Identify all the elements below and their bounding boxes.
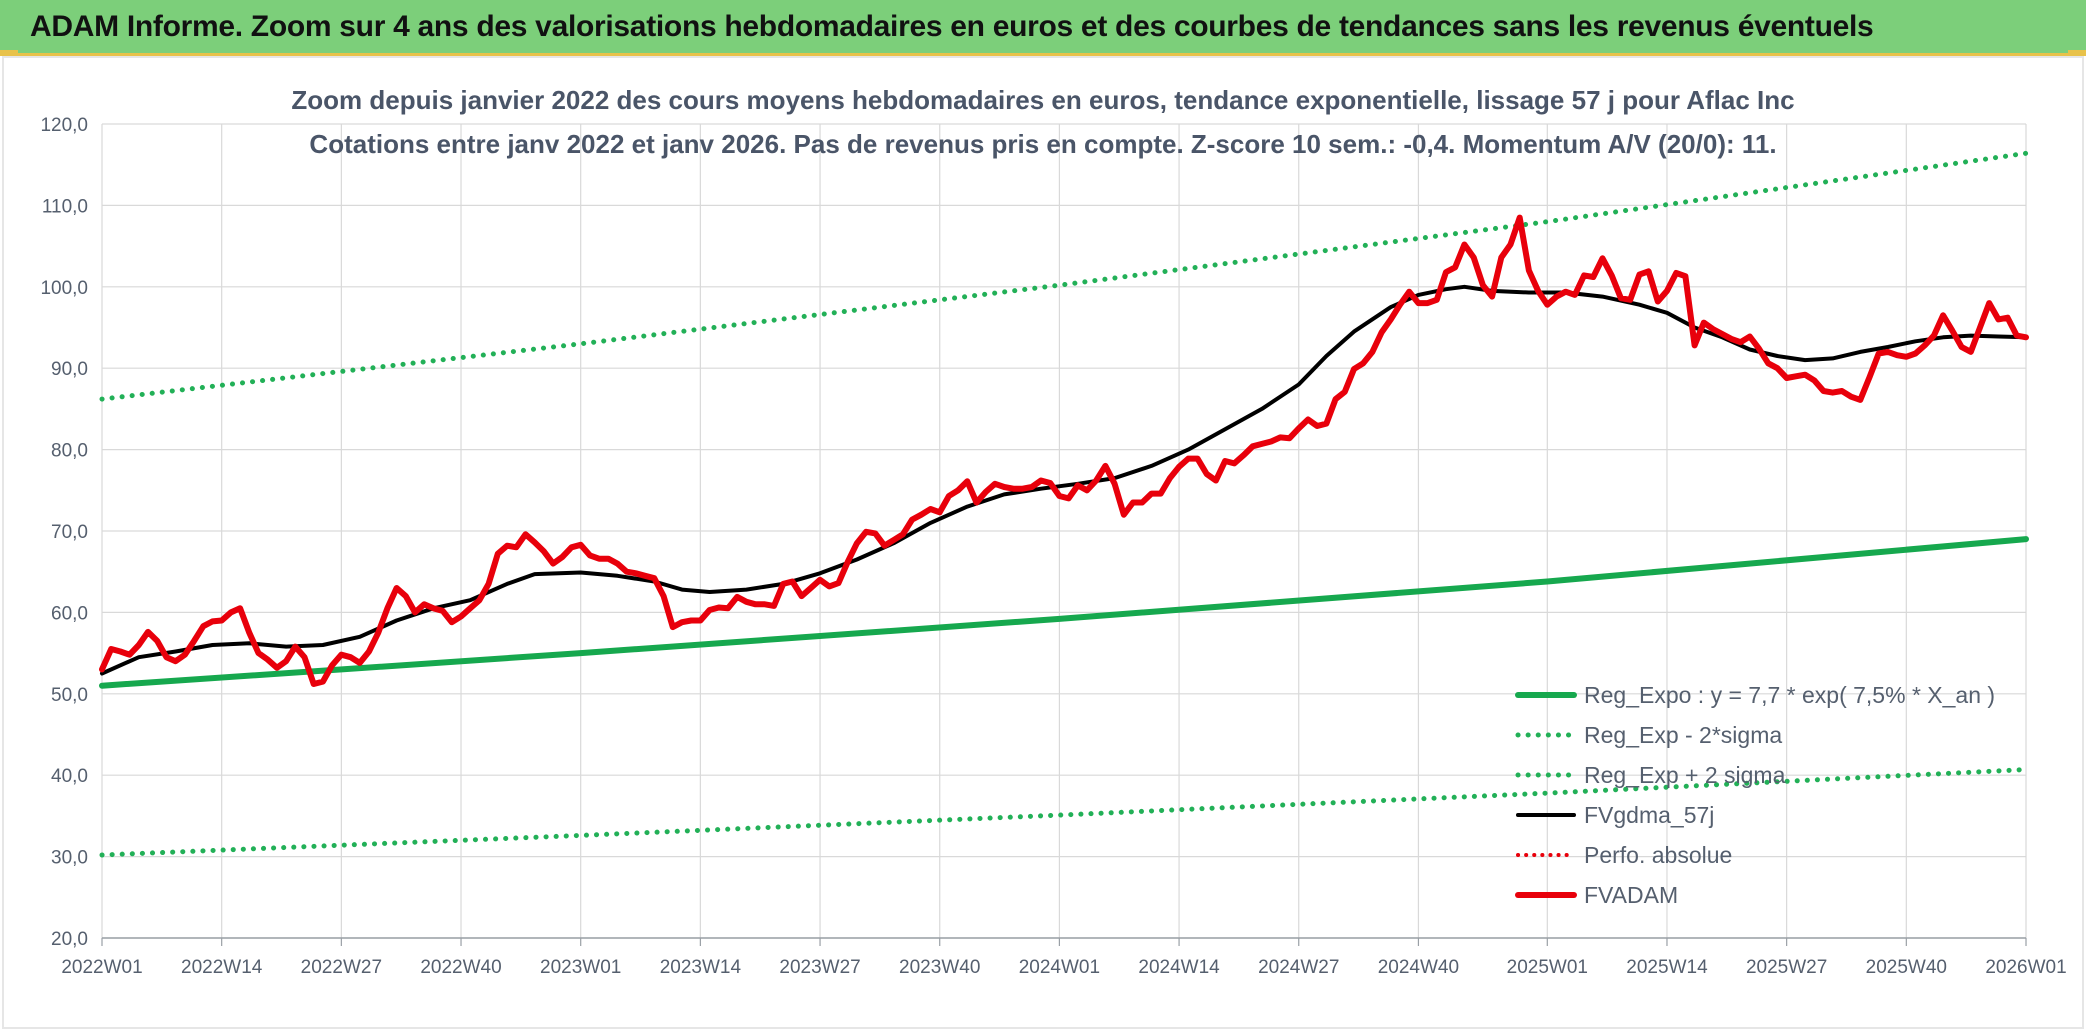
y-tick-label: 40,0 [51,766,88,787]
chart-legend: Reg_Expo : y = 7,7 * exp( 7,5% * X_an ) R… [1515,682,1995,908]
banner-title: ADAM Informe. Zoom sur 4 ans des valoris… [30,10,1874,43]
chart-series [99,150,2029,858]
series-line-reg-exp-plus-2sigma [99,150,2029,402]
x-tick-label: 2022W40 [420,957,501,978]
x-tick-label: 2022W14 [181,957,263,978]
y-tick-label: 110,0 [42,196,88,217]
legend-label-reg-exp-minus-2sigma: Reg_Exp - 2*sigma [1584,722,1782,748]
series-line-fvgdma-57j [100,284,2028,676]
x-tick-label: 2022W01 [61,957,142,978]
banner-accent-left [0,50,18,56]
x-tick-label: 2023W14 [660,957,742,978]
y-tick-label: 80,0 [51,441,88,462]
series-line-reg-expo [99,536,2029,689]
series-line-reg-exp-minus-2sigma [99,767,2029,858]
y-tick-label: 30,0 [51,848,88,869]
y-tick-label: 100,0 [40,278,88,299]
x-tick-label: 2024W14 [1138,957,1220,978]
y-tick-label: 50,0 [51,685,88,706]
y-tick-label: 120,0 [40,115,88,136]
x-axis-labels: 2022W01 2022W14 2022W27 2022W40 2023W01 2023W… [61,957,2066,978]
x-tick-label: 2024W27 [1258,957,1339,978]
chart-grid [101,123,2027,946]
legend-label-reg-expo: Reg_Expo : y = 7,7 * exp( 7,5% * X_an ) [1584,682,1995,708]
legend-label-reg-exp-plus-2sigma: Reg_Exp + 2 sigma [1584,762,1786,788]
x-tick-label: 2023W01 [540,957,621,978]
x-tick-label: 2026W01 [1985,957,2066,978]
x-tick-label: 2024W40 [1378,957,1459,978]
y-axis-labels: 120,0 110,0 100,0 90,0 80,0 70,0 60,0 50,0 40,0 3… [40,115,88,950]
x-tick-label: 2023W27 [779,957,860,978]
x-tick-label: 2025W27 [1746,957,1827,978]
series-line-fvadam [99,214,2029,687]
y-tick-label: 20,0 [51,929,88,950]
legend-label-fvadam: FVADAM [1584,882,1678,908]
chart-title-line-2: Cotations entre janv 2022 et janv 2026. … [309,129,1776,159]
banner-accent-right [2068,50,2086,56]
chart-title-line-1: Zoom depuis janvier 2022 des cours moyen… [291,85,1794,115]
legend-label-perfo-absolue: Perfo. absolue [1584,842,1732,868]
x-tick-label: 2024W01 [1019,957,1100,978]
x-tick-label: 2023W40 [899,957,980,978]
x-tick-label: 2025W14 [1626,957,1708,978]
chart-frame [2,56,2084,1029]
legend-label-fvgdma-57j: FVgdma_57j [1584,802,1714,828]
y-tick-label: 60,0 [51,603,88,624]
x-tick-label: 2025W01 [1507,957,1588,978]
y-tick-label: 70,0 [51,522,88,543]
y-tick-label: 90,0 [51,359,88,380]
x-tick-label: 2025W40 [1866,957,1947,978]
banner: ADAM Informe. Zoom sur 4 ans des valoris… [0,0,2086,56]
x-tick-label: 2022W27 [301,957,382,978]
